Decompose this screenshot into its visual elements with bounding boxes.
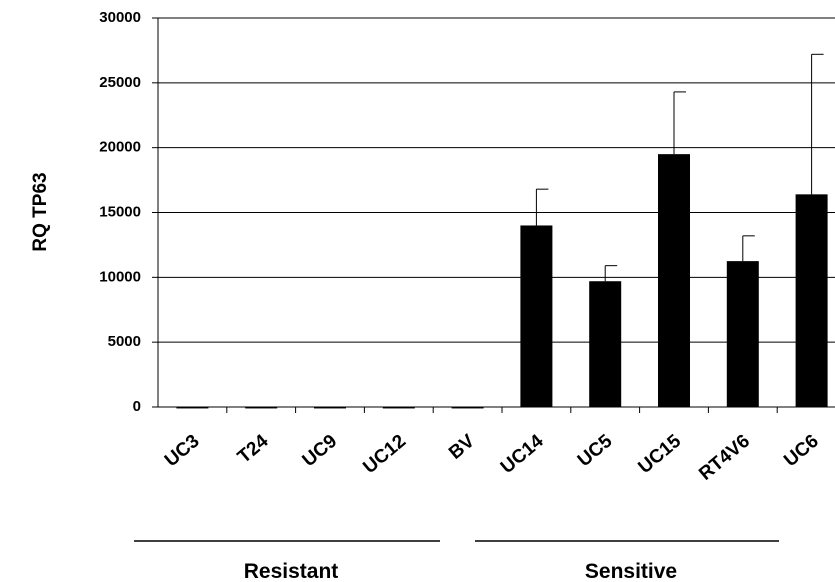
bar bbox=[795, 194, 828, 407]
bar bbox=[451, 406, 484, 409]
y-tick-label: 10000 bbox=[99, 268, 141, 285]
group-labels: Resistant Sensitive bbox=[134, 540, 779, 582]
bar bbox=[245, 406, 278, 409]
axes bbox=[152, 17, 835, 413]
y-tick-label: 20000 bbox=[99, 139, 141, 156]
x-tick-label: UC15 bbox=[635, 430, 686, 478]
x-tick-label: UC6 bbox=[780, 431, 823, 472]
y-axis-title: RQ TP63 bbox=[30, 172, 51, 251]
x-tick-label: UC5 bbox=[574, 430, 617, 471]
x-tick-label: UC3 bbox=[161, 431, 204, 472]
x-tick-label: RT4V6 bbox=[695, 431, 754, 485]
x-tick-label: UC12 bbox=[359, 431, 410, 478]
bar bbox=[658, 154, 690, 407]
y-tick-label: 0 bbox=[133, 398, 141, 415]
x-tick-label: UC9 bbox=[299, 431, 342, 472]
y-tick-label: 30000 bbox=[99, 9, 141, 26]
bar bbox=[589, 281, 622, 407]
x-tick-label: BV bbox=[445, 431, 479, 464]
bar bbox=[382, 406, 415, 409]
bar bbox=[520, 225, 553, 407]
gridlines bbox=[158, 17, 835, 343]
bar bbox=[176, 406, 209, 409]
group-label: Sensitive bbox=[585, 560, 677, 582]
y-tick-label: 5000 bbox=[108, 333, 141, 350]
x-tick-label: UC14 bbox=[497, 430, 548, 478]
bars bbox=[176, 154, 828, 409]
bar bbox=[314, 406, 346, 409]
y-tick-label: 25000 bbox=[99, 74, 141, 91]
y-tick-labels: 0 5000 10000 15000 20000 25000 30000 bbox=[99, 9, 141, 415]
group-label: Resistant bbox=[244, 560, 339, 582]
error-bars bbox=[535, 53, 824, 282]
x-tick-label: T24 bbox=[234, 430, 273, 467]
x-tick-labels: UC3 T24 UC9 UC12 BV UC14 UC5 UC15 RT4V6 UC6 bbox=[161, 430, 823, 484]
bar bbox=[726, 261, 759, 407]
y-tick-label: 15000 bbox=[99, 204, 141, 221]
